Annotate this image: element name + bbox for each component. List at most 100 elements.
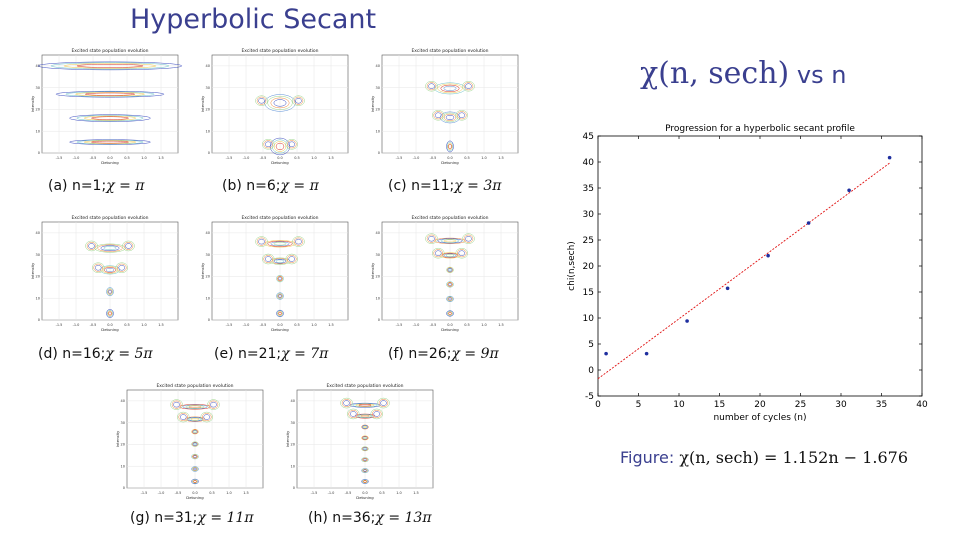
x-tick-label: -0.5 [90, 323, 97, 327]
data-point [806, 221, 811, 225]
contour-lines [37, 61, 183, 145]
main-chart-svg: Progression for a hyperbolic secant prof… [567, 124, 928, 423]
panel-title: Excited state population evolution [156, 383, 233, 389]
contour-plot: -1.5 -1.0 -0.5 0.0 0.5 1.0 1.5 0 10 20 30 40 Excited… [370, 48, 519, 165]
caption-n: n=6; [246, 178, 281, 194]
panel-caption: (f) n=26;χ = 9π [388, 346, 499, 362]
x-tick-label: 1.0 [226, 491, 232, 495]
y-tick-label: 10 [36, 129, 40, 133]
x-tick-label: 0 [595, 400, 601, 410]
y-tick-label: 40 [206, 64, 210, 68]
contour-plot: -1.5 -1.0 -0.5 0.0 0.5 1.0 1.5 0 10 20 30 40 Excited… [200, 215, 349, 332]
y-tick-label: 0 [208, 318, 210, 322]
x-tick-label: -1.5 [226, 323, 233, 327]
x-tick-label: 1.0 [481, 156, 487, 160]
caption-n: n=11; [411, 178, 455, 194]
contour-plot: -1.5 -1.0 -0.5 0.0 0.5 1.0 1.5 0 10 20 30 40 Excited… [200, 48, 349, 165]
x-tick-label: -1.0 [243, 323, 250, 327]
panel-d: -1.5 -1.0 -0.5 0.0 0.5 1.0 1.5 0 10 20 30 40 Excited… [30, 212, 185, 332]
x-tick-label: 0.5 [294, 323, 300, 327]
y-axis-label: chi(n,sech) [567, 241, 577, 291]
y-tick-label: 5 [588, 340, 594, 350]
x-tick-label: 0.5 [464, 323, 470, 327]
y-tick-label: 20 [36, 108, 40, 112]
x-tick-label: -1.0 [413, 323, 420, 327]
contour-plot: -1.5 -1.0 -0.5 0.0 0.5 1.0 1.5 0 10 20 30 40 Excited… [285, 383, 434, 500]
y-tick-label: 20 [36, 275, 40, 279]
y-axis-label: Intensity [200, 95, 205, 112]
x-tick-label: -1.5 [56, 156, 63, 160]
caption-chi: χ = 11π [197, 510, 254, 526]
caption-label: (f) [388, 346, 409, 362]
y-tick-label: 30 [583, 210, 595, 220]
y-tick-label: 10 [291, 464, 295, 468]
y-tick-label: 0 [208, 151, 210, 155]
y-axis-label: Intensity [115, 430, 120, 447]
data-point [887, 155, 892, 160]
caption-label: (d) [38, 346, 63, 362]
panel-caption: (b) n=6;χ = π [222, 178, 319, 194]
y-tick-label: 30 [376, 253, 380, 257]
caption-chi: χ = 7π [281, 346, 329, 362]
panel-caption: (d) n=16;χ = 5π [38, 346, 153, 362]
contour-lines [85, 240, 135, 318]
y-tick-label: 45 [583, 132, 594, 142]
x-tick-label: 1.5 [498, 156, 504, 160]
x-tick-label: -0.5 [260, 323, 267, 327]
x-tick-label: -0.5 [345, 491, 352, 495]
x-tick-label: 0.0 [447, 156, 453, 160]
x-tick-label: 1.0 [311, 323, 317, 327]
x-axis-label: Detuning [441, 160, 459, 165]
y-tick-label: 35 [583, 184, 594, 194]
panel-title: Excited state population evolution [71, 48, 148, 54]
panel-h: -1.5 -1.0 -0.5 0.0 0.5 1.0 1.5 0 10 20 30 40 Excited… [285, 380, 440, 500]
contour-lines [255, 94, 305, 156]
y-tick-label: 30 [36, 253, 40, 257]
y-tick-label: 30 [206, 86, 210, 90]
x-tick-label: -1.0 [73, 156, 80, 160]
x-tick-label: 0.0 [107, 323, 113, 327]
x-tick-label: -1.0 [243, 156, 250, 160]
caption-chi: χ = 3π [454, 178, 502, 194]
panel-caption: (e) n=21;χ = 7π [214, 346, 328, 362]
x-tick-label: 1.0 [396, 491, 402, 495]
y-tick-label: 0 [123, 486, 125, 490]
x-tick-label: 0.0 [107, 156, 113, 160]
slide-title: Hyperbolic Secant [130, 4, 377, 35]
fit-line [597, 162, 890, 380]
caption-chi: χ = 5π [105, 346, 153, 362]
caption-chi: χ = 13π [375, 510, 432, 526]
panel-caption: (c) n=11;χ = 3π [388, 178, 501, 194]
x-tick-label: -1.5 [396, 323, 403, 327]
y-tick-label: 40 [36, 231, 40, 235]
caption-chi: χ = π [106, 178, 145, 194]
y-tick-label: 0 [588, 366, 594, 376]
caption-n: n=31; [154, 510, 198, 526]
data-point [604, 351, 608, 356]
x-axis-label: Detuning [101, 160, 119, 165]
y-tick-label: 20 [376, 275, 380, 279]
y-tick-label: 30 [121, 421, 125, 425]
x-tick-label: 0.5 [294, 156, 300, 160]
data-point [644, 351, 649, 356]
y-tick-label: 25 [583, 236, 594, 246]
x-tick-label: -0.5 [430, 156, 437, 160]
x-tick-label: -1.5 [141, 491, 148, 495]
y-tick-label: 40 [291, 399, 295, 403]
contour-plot: -1.5 -1.0 -0.5 0.0 0.5 1.0 1.5 0 10 20 30 40 Excited… [115, 383, 264, 500]
x-tick-label: 35 [876, 400, 887, 410]
contour-lines [425, 80, 475, 153]
y-tick-label: 40 [121, 399, 125, 403]
x-tick-label: -1.0 [413, 156, 420, 160]
y-tick-label: 10 [376, 296, 380, 300]
x-tick-label: -0.5 [175, 491, 182, 495]
panel-title: Excited state population evolution [411, 215, 488, 221]
y-tick-label: 10 [583, 314, 595, 324]
y-tick-label: 0 [293, 486, 295, 490]
panel-caption: (a) n=1;χ = π [48, 178, 145, 194]
x-tick-label: 15 [714, 400, 725, 410]
main-chart: Progression for a hyperbolic secant prof… [560, 118, 940, 428]
y-tick-label: 30 [376, 86, 380, 90]
y-tick-label: 40 [583, 158, 595, 168]
caption-n: n=1; [71, 178, 107, 194]
